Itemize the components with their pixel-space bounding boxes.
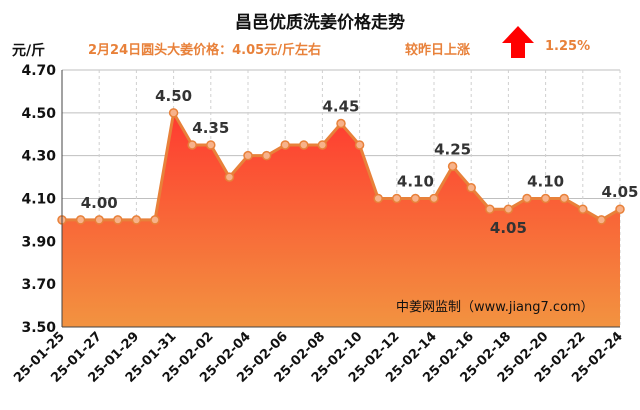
- data-point: [206, 140, 216, 150]
- data-point: [522, 193, 532, 204]
- price-subtitle: 2月24日圆头大姜价格：4.05元/斤左右: [88, 43, 321, 58]
- data-label: 4.10: [397, 173, 434, 191]
- data-label: 4.10: [527, 173, 564, 191]
- data-label: 4.00: [81, 194, 118, 212]
- data-point: [392, 193, 402, 204]
- data-point: [131, 215, 142, 225]
- data-point: [113, 215, 123, 225]
- y-tick-label: 3.50: [21, 320, 56, 336]
- y-axis-unit: 元/斤: [12, 43, 46, 59]
- chart-title: 昌邑优质洗姜价格走势: [235, 13, 405, 33]
- data-point: [466, 183, 476, 193]
- data-point: [354, 140, 365, 150]
- data-point: [317, 140, 328, 150]
- y-tick-label: 3.70: [21, 277, 56, 293]
- data-point: [150, 215, 160, 225]
- data-point: [503, 204, 514, 214]
- data-label: 4.45: [322, 98, 359, 116]
- data-point: [224, 172, 235, 182]
- data-point: [540, 193, 551, 204]
- y-tick-label: 4.30: [21, 149, 56, 165]
- data-point: [410, 193, 421, 204]
- data-point: [447, 161, 458, 172]
- data-label: 4.05: [490, 219, 527, 237]
- data-point: [615, 204, 625, 214]
- data-label: 4.35: [192, 119, 229, 137]
- data-point: [336, 118, 346, 129]
- data-point: [94, 215, 104, 225]
- data-label: 4.05: [601, 183, 638, 201]
- data-point: [168, 108, 179, 118]
- data-point: [187, 140, 197, 150]
- data-point: [299, 140, 309, 150]
- data-point: [596, 215, 607, 225]
- data-point: [429, 193, 439, 204]
- y-tick-label: 4.70: [21, 63, 56, 79]
- watermark: 中姜网监制（www.jiang7.com）: [396, 300, 594, 315]
- data-point: [485, 204, 495, 214]
- data-point: [75, 215, 86, 225]
- y-tick-label: 3.90: [21, 234, 56, 250]
- data-point: [243, 150, 253, 161]
- data-point: [578, 204, 588, 214]
- data-point: [280, 140, 290, 150]
- data-label: 4.50: [155, 87, 192, 105]
- data-point: [559, 193, 569, 204]
- up-arrow-icon: [502, 26, 534, 58]
- series-area: [62, 112, 620, 327]
- y-tick-label: 4.50: [21, 106, 56, 122]
- data-point: [373, 193, 383, 204]
- change-label: 较昨日上涨: [405, 43, 471, 58]
- change-percent: 1.25%: [545, 39, 591, 54]
- data-point: [261, 150, 272, 161]
- data-label: 4.25: [434, 140, 471, 158]
- y-tick-label: 4.10: [21, 192, 56, 208]
